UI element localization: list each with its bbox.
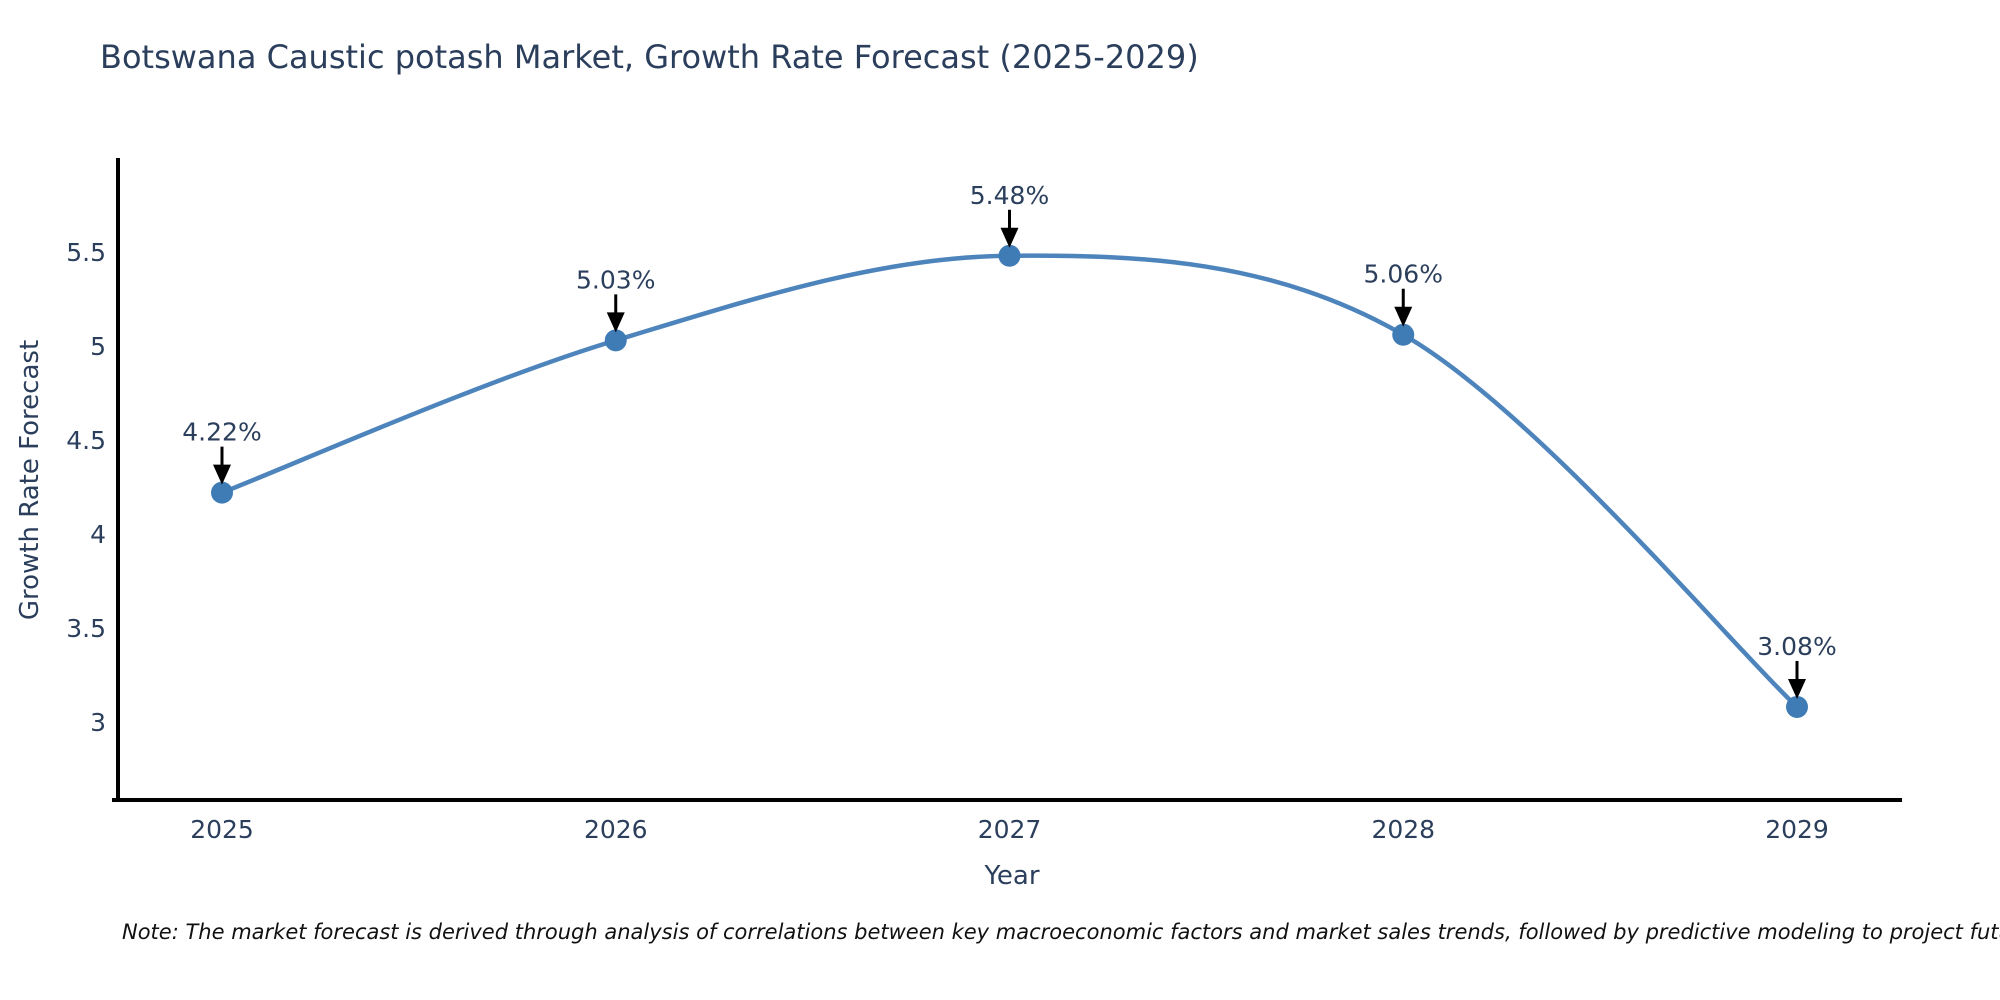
annotation-label: 3.08% [1757, 632, 1836, 661]
annotation-arrowhead [1394, 306, 1413, 327]
data-point-marker [1392, 323, 1415, 346]
annotation-label: 5.06% [1364, 260, 1443, 289]
x-tick-label: 2025 [190, 815, 254, 844]
data-point-marker [604, 329, 627, 352]
y-tick-label: 4 [90, 520, 106, 549]
y-tick-label: 3.5 [66, 614, 106, 643]
x-tick-label: 2027 [978, 815, 1042, 844]
annotation-arrowhead [606, 312, 625, 333]
x-tick-label: 2029 [1765, 815, 1829, 844]
annotation-label: 5.03% [576, 265, 655, 294]
data-point-marker [998, 244, 1021, 267]
annotation-label: 4.22% [182, 418, 261, 447]
line-series [221, 253, 1799, 709]
annotation-arrowhead [213, 464, 231, 485]
footnote: Note: The market forecast is derived thr… [122, 920, 2000, 944]
y-tick-label: 3 [90, 708, 106, 737]
y-tick-label: 4.5 [66, 426, 106, 455]
data-point-marker [211, 481, 233, 504]
x-tick-label: 2028 [1371, 815, 1435, 844]
y-tick-label: 5 [90, 332, 106, 361]
annotation-arrowhead [1000, 227, 1019, 248]
chart-title: Botswana Caustic potash Market, Growth R… [100, 38, 1199, 76]
annotation-arrowhead [1788, 678, 1806, 699]
data-point-marker [1786, 695, 1808, 718]
y-tick-label: 5.5 [66, 238, 106, 267]
x-axis-title: Year [984, 861, 1040, 891]
annotation-label: 5.48% [970, 181, 1049, 210]
x-tick-label: 2026 [584, 815, 648, 844]
